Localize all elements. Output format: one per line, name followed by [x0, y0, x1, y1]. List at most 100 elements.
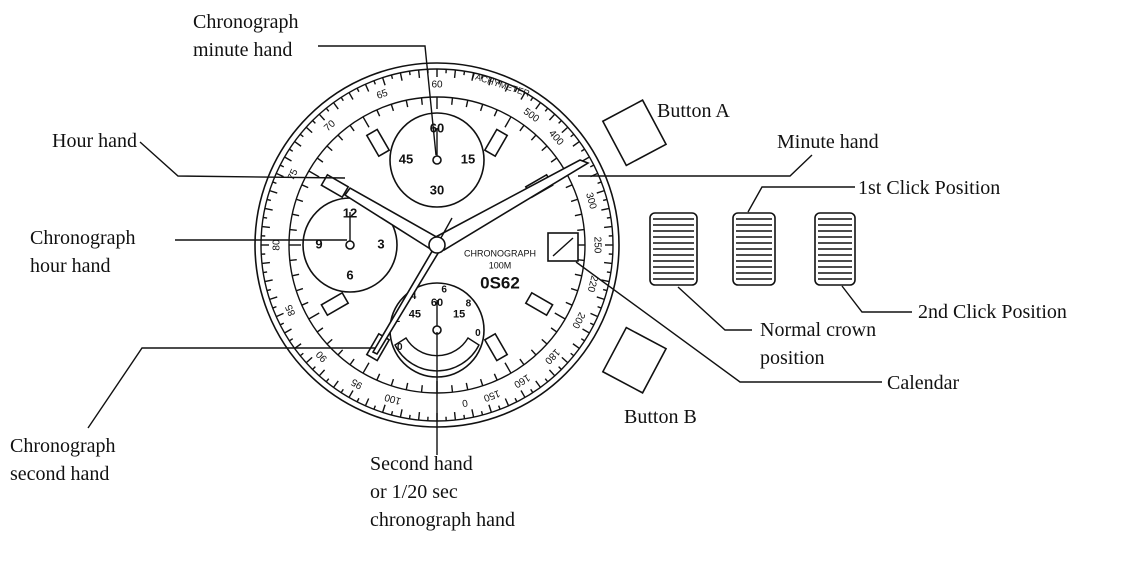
bezel-tick	[453, 69, 457, 78]
minute-tick	[289, 259, 297, 262]
bezel-tick	[488, 77, 493, 86]
tachymeter-number: 250	[591, 237, 602, 254]
bezel-tick	[340, 388, 344, 393]
hour-index	[483, 332, 509, 362]
bezel-tick	[332, 380, 339, 388]
callout-label: Chronograph	[10, 435, 116, 457]
minute-tick	[292, 213, 300, 217]
callout-label: or 1/20 sec	[370, 481, 458, 503]
bezel-tick	[364, 83, 370, 92]
minute-tick	[405, 100, 409, 108]
minute-tick	[493, 373, 498, 381]
bezel-tick	[589, 164, 595, 168]
bezel-tick	[558, 120, 562, 124]
callout-label: Calendar	[887, 372, 960, 394]
callout-label: Normal crown	[760, 319, 876, 341]
bezel-tick	[299, 352, 304, 357]
minute-tick	[308, 170, 320, 178]
minute-tick	[296, 198, 304, 203]
bezel-tick	[520, 390, 526, 398]
leader-lines	[87, 45, 912, 455]
subdial-number: 0	[475, 328, 481, 339]
callout-label: Chronograph	[30, 227, 136, 249]
minute-tick	[565, 184, 573, 189]
bezel-tick	[269, 189, 278, 194]
minute-tick	[451, 385, 454, 393]
bezel-tick	[453, 412, 457, 421]
bezel-tick	[480, 74, 484, 80]
callout-label: Minute hand	[777, 131, 879, 153]
subdial-number: 6	[441, 284, 447, 295]
subdial-number: 9	[315, 236, 322, 251]
minute-tick	[308, 312, 320, 320]
minute-tick	[376, 373, 381, 381]
bezel-tick	[558, 366, 562, 370]
bezel-tick	[596, 189, 605, 194]
bezel-tick	[294, 140, 302, 147]
subdial-number: 8	[466, 298, 472, 309]
bezel-tick	[504, 398, 510, 407]
bezel-tick	[604, 261, 613, 265]
bezel-tick	[272, 305, 277, 309]
bezel-tick	[364, 398, 370, 407]
bezel-tick	[530, 97, 534, 102]
depth: 100M	[489, 260, 512, 270]
minute-tick	[530, 349, 537, 356]
minute-tick	[479, 378, 484, 386]
bezel-tick	[325, 378, 330, 383]
hour-index	[365, 128, 391, 158]
bezel-tick	[272, 181, 277, 185]
bezel-tick	[471, 72, 475, 81]
bezel-tick	[497, 80, 501, 85]
minute-tick	[420, 385, 423, 393]
minute-tick	[326, 145, 333, 152]
minute-tick	[479, 104, 484, 112]
bezel-tick	[471, 409, 475, 418]
callout-label: Chronograph	[193, 11, 299, 33]
bezel-tick	[340, 97, 344, 102]
tachymeter-number: 75	[286, 167, 301, 182]
minute-tick	[390, 378, 395, 386]
minute-tick	[362, 362, 370, 374]
bezel-tick	[602, 198, 608, 202]
minute-tick	[316, 157, 324, 163]
bezel-tick	[312, 120, 316, 124]
bezel-tick	[264, 279, 273, 283]
minute-tick	[420, 97, 423, 105]
bezel-tick	[408, 414, 411, 419]
crowns	[649, 212, 856, 286]
tachymeter-number: 60	[431, 80, 443, 91]
minute-tick	[362, 116, 370, 128]
subdial-number: 15	[453, 308, 465, 320]
callout-label: chronograph hand	[370, 509, 515, 531]
bezel-tick	[570, 133, 575, 138]
minute-tick	[316, 327, 324, 333]
minute-tick	[565, 301, 573, 306]
tachymeter-number: 100	[383, 391, 402, 406]
minute-tick	[465, 382, 469, 390]
bezel-tick	[261, 225, 270, 229]
bezel-tick	[263, 271, 268, 274]
minute-tick	[493, 109, 498, 117]
minute-tick	[570, 198, 578, 203]
tachymeter-number: 85	[283, 302, 298, 317]
bezel-tick	[572, 140, 580, 147]
second-scale-ring	[394, 337, 480, 372]
minute-tick	[337, 134, 344, 141]
bezel-tick	[572, 343, 580, 350]
minute-tick	[541, 145, 548, 152]
bezel-tick	[463, 414, 466, 419]
minute-tick	[519, 358, 525, 366]
bezel-tick	[261, 261, 270, 265]
tachymeter-number: 150	[482, 387, 502, 403]
bezel-tick	[279, 164, 285, 168]
bezel-tick	[289, 338, 294, 342]
bezel-tick	[289, 148, 294, 152]
button-b	[601, 326, 668, 394]
bezel-tick	[596, 296, 605, 301]
bezel-tick	[535, 102, 542, 110]
dial-ticks	[261, 69, 613, 421]
bezel-tick	[548, 369, 556, 377]
bezel-tick	[390, 410, 394, 416]
bezel-tick	[373, 80, 377, 85]
